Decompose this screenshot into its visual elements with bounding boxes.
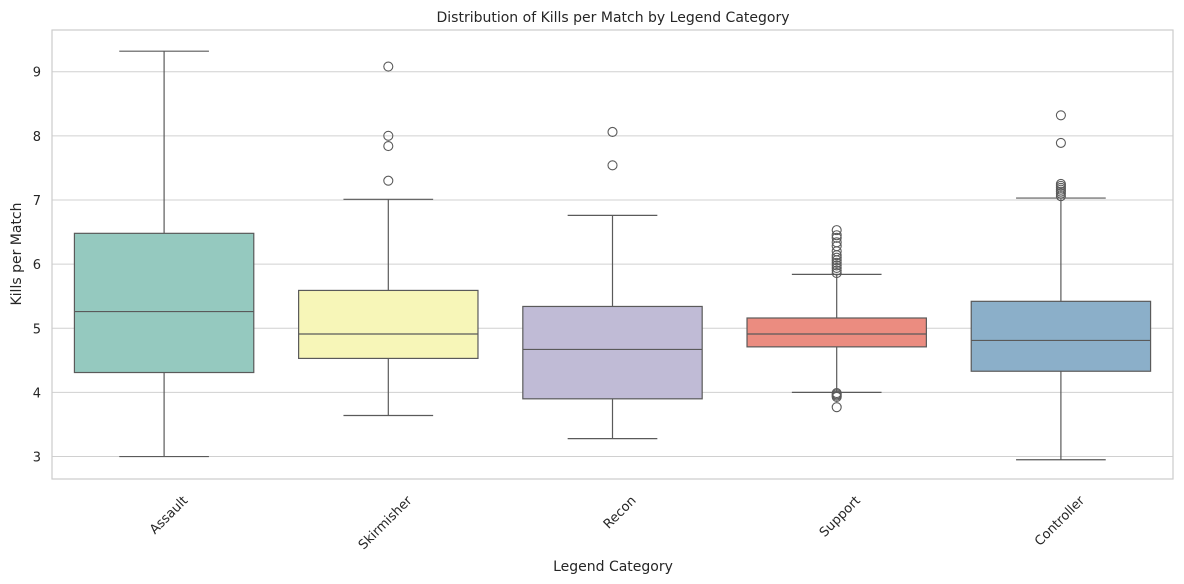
outlier-point bbox=[607, 126, 618, 138]
outlier-point bbox=[831, 260, 842, 271]
plot-frame bbox=[51, 29, 1174, 480]
box-support bbox=[746, 225, 927, 413]
y-tick-label-9: 9 bbox=[33, 66, 41, 81]
outlier-point bbox=[831, 232, 842, 243]
outlier-point bbox=[831, 230, 842, 241]
box-body bbox=[970, 300, 1152, 372]
y-axis-title: Kills per Match bbox=[9, 202, 25, 305]
outlier-point bbox=[831, 237, 842, 248]
outlier-point bbox=[1055, 178, 1066, 189]
outlier-point bbox=[1055, 191, 1066, 202]
y-tick-label-4: 4 bbox=[33, 386, 41, 401]
outlier-point bbox=[831, 257, 842, 268]
outlier-point bbox=[831, 262, 842, 274]
box-controller bbox=[970, 110, 1152, 461]
y-tick-label-6: 6 bbox=[33, 258, 41, 273]
box-skirmisher bbox=[298, 61, 479, 417]
x-tick-label-assault: Assault bbox=[147, 493, 191, 537]
outlier-point bbox=[383, 141, 394, 152]
y-tick-label-7: 7 bbox=[33, 194, 41, 209]
outlier-point bbox=[607, 160, 618, 171]
x-tick-label-recon: Recon bbox=[601, 493, 640, 532]
outlier-point bbox=[831, 268, 842, 279]
x-tick-label-controller: Controller bbox=[1032, 493, 1088, 549]
box-body bbox=[73, 232, 255, 374]
box-body bbox=[298, 289, 479, 360]
outlier-point bbox=[831, 225, 842, 236]
outlier-point bbox=[831, 241, 842, 252]
outlier-point bbox=[831, 252, 842, 263]
outlier-point bbox=[831, 387, 842, 399]
box-series bbox=[73, 50, 1152, 461]
outlier-point bbox=[1055, 137, 1066, 148]
x-tick-label-support: Support bbox=[817, 493, 864, 540]
chart-title: Distribution of Kills per Match by Legen… bbox=[437, 10, 790, 26]
x-tick-label-skirmisher: Skirmisher bbox=[356, 493, 416, 553]
x-axis-ticks: Assault Skirmisher Recon Support Controller bbox=[147, 493, 1088, 553]
box-body bbox=[522, 305, 703, 400]
y-axis-ticks: 3 4 5 6 7 8 9 bbox=[33, 66, 41, 466]
outlier-point bbox=[383, 175, 394, 186]
y-tick-label-5: 5 bbox=[33, 322, 41, 337]
outlier-point bbox=[383, 130, 394, 141]
box-assault bbox=[73, 50, 255, 458]
box-recon bbox=[522, 126, 703, 440]
outlier-point bbox=[1055, 110, 1066, 121]
box-body bbox=[746, 317, 927, 348]
outlier-point bbox=[831, 265, 842, 276]
y-tick-label-3: 3 bbox=[33, 451, 41, 466]
x-axis-title: Legend Category bbox=[553, 559, 673, 575]
y-tick-label-8: 8 bbox=[33, 130, 41, 145]
outlier-point bbox=[831, 402, 842, 413]
outlier-point bbox=[383, 61, 394, 72]
